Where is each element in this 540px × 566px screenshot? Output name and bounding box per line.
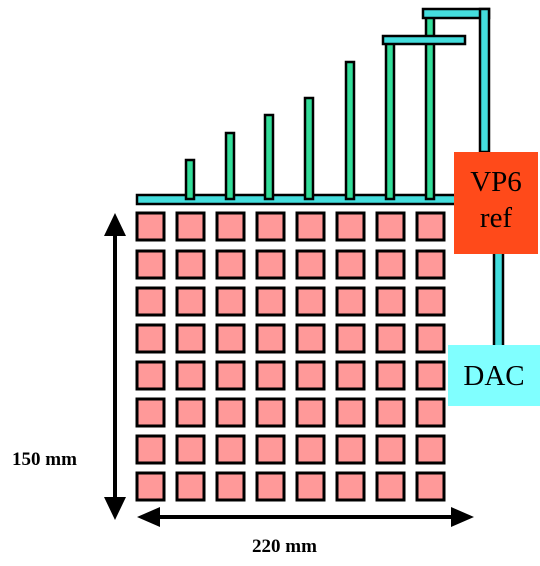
vp6-dac-trace [492, 246, 505, 350]
pad [295, 471, 326, 502]
pad [175, 323, 206, 354]
pad [375, 434, 406, 465]
pad [255, 211, 286, 242]
boxes-layer [448, 152, 540, 406]
pad [375, 471, 406, 502]
vertical-trace [184, 158, 196, 201]
vertical-trace [224, 131, 236, 201]
pad [335, 211, 366, 242]
pad [135, 211, 166, 242]
vertical-trace [263, 113, 275, 201]
pad [215, 360, 246, 391]
pad [295, 434, 326, 465]
width-dimension-label: 220 mm [252, 536, 317, 557]
pad [175, 286, 206, 317]
pad [135, 360, 166, 391]
pad [295, 286, 326, 317]
pad [335, 397, 366, 428]
pad [415, 397, 446, 428]
pad [255, 323, 286, 354]
pad [135, 471, 166, 502]
pad [295, 360, 326, 391]
top-connector-inner [381, 34, 467, 46]
pad [415, 286, 446, 317]
pads-layer [135, 211, 446, 502]
pad [375, 323, 406, 354]
vp6-ref-label: VP6 ref [454, 164, 538, 236]
vp6-ref-box [454, 152, 538, 254]
dimension-arrows [104, 213, 474, 527]
vp6-label-line1: VP6 [470, 166, 522, 198]
pad [255, 360, 286, 391]
pad [335, 286, 366, 317]
pad [175, 211, 206, 242]
pad [255, 249, 286, 280]
pad [335, 323, 366, 354]
pad [375, 286, 406, 317]
pad [255, 471, 286, 502]
pad [375, 211, 406, 242]
pad [415, 323, 446, 354]
pad [135, 323, 166, 354]
height-arrow-head-bottom [104, 497, 126, 520]
pad [375, 397, 406, 428]
pad [415, 360, 446, 391]
vertical-trace [344, 60, 356, 201]
vertical-trace [303, 96, 315, 201]
pad [215, 211, 246, 242]
pad [415, 434, 446, 465]
pad [215, 323, 246, 354]
dac-box [448, 345, 540, 406]
pad [135, 397, 166, 428]
pad [415, 471, 446, 502]
pad [255, 434, 286, 465]
pad [295, 211, 326, 242]
pad [215, 397, 246, 428]
pad [295, 323, 326, 354]
dac-label: DAC [463, 360, 525, 392]
height-arrow-head-top [104, 213, 126, 236]
pad [215, 286, 246, 317]
pad [215, 434, 246, 465]
height-dimension-label: 150 mm [12, 449, 77, 470]
pad [255, 397, 286, 428]
pad [135, 434, 166, 465]
pad [375, 249, 406, 280]
pad [175, 249, 206, 280]
pad [335, 249, 366, 280]
pad [215, 471, 246, 502]
vertical-trace [384, 36, 396, 201]
pad [415, 249, 446, 280]
pad [415, 211, 446, 242]
width-arrow-head-left [137, 507, 160, 527]
pad [175, 360, 206, 391]
pad [175, 434, 206, 465]
pad [135, 249, 166, 280]
pad [135, 286, 166, 317]
pad [335, 434, 366, 465]
pad [295, 397, 326, 428]
pad [255, 286, 286, 317]
pad [175, 397, 206, 428]
pad [215, 249, 246, 280]
width-arrow-head-right [451, 507, 474, 527]
pad [335, 360, 366, 391]
traces-layer [135, 7, 505, 350]
pad [375, 360, 406, 391]
pad [295, 249, 326, 280]
vp6-label-line2: ref [479, 202, 513, 234]
vp6-feed-trace [478, 7, 491, 154]
pad [335, 471, 366, 502]
pad [175, 471, 206, 502]
